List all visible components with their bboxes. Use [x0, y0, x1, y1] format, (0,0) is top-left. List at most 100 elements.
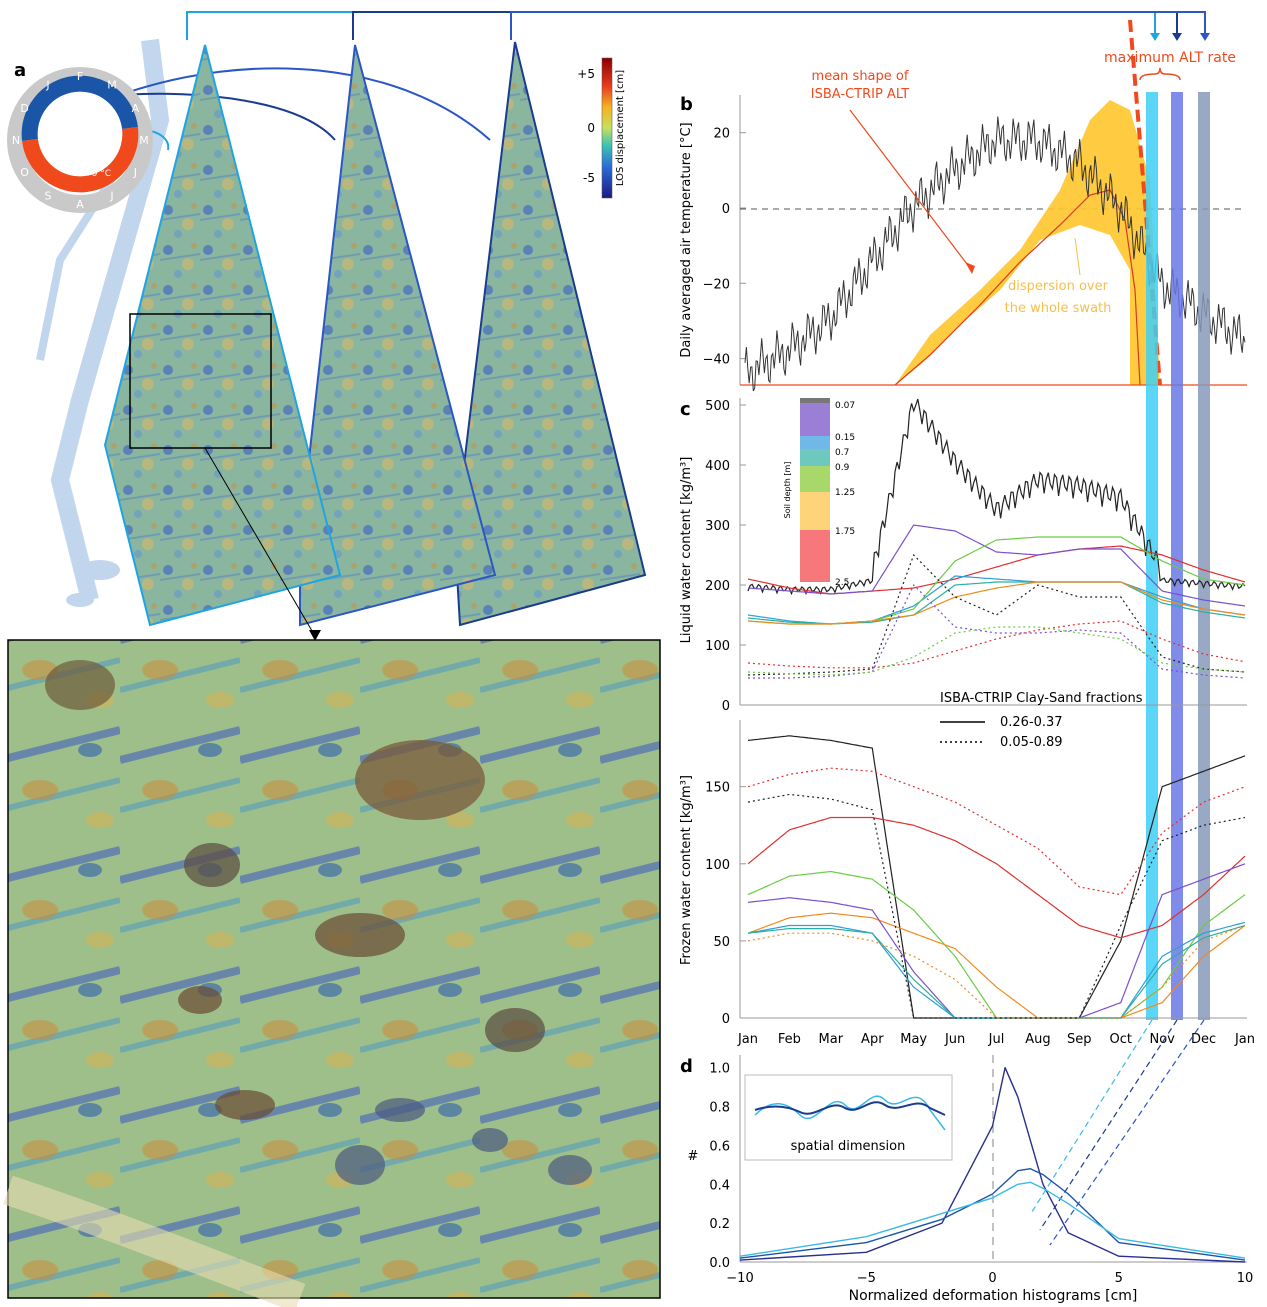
panel-d-ytick-0: 1.0 [709, 1062, 730, 1077]
soil-depth-tick-5: 1.75 [835, 527, 855, 537]
inset-label: spatial dimension [791, 1139, 906, 1154]
warm-season-label: T > 0 °C [72, 169, 111, 179]
frozen-depth-series-0 [747, 870, 1246, 1019]
panel-c-frozen-chart: 150 100 50 0 Frozen water content [kg/m³] J… [679, 720, 1255, 1047]
colorbar-label: LOS displacement [cm] [615, 70, 626, 186]
month-tick-12: Jan [1234, 1032, 1255, 1047]
panel-c-frozen-ytick-1: 100 [705, 858, 730, 873]
cycle-month-2: M [107, 79, 117, 92]
panel-c-liquid-chart: 500 400 300 200 100 0 Liquid water content [k… [679, 398, 1247, 750]
panel-letter-b: b [680, 94, 693, 115]
panel-d-ytick-5: 0.0 [709, 1256, 730, 1271]
liquid-series-0p07 [747, 398, 1246, 596]
cycle-month-11: D [20, 102, 28, 115]
month-tick-4: May [900, 1032, 927, 1047]
colorbar-tick-0: 0 [587, 121, 595, 135]
cycle-month-7: A [76, 198, 84, 211]
annotation-mean-shape-line1: mean shape of [812, 69, 909, 84]
panel-c-liquid-ytick-3: 200 [705, 579, 730, 594]
month-tick-8: Sep [1067, 1032, 1092, 1047]
panel-d-xtick-1: −5 [857, 1271, 876, 1286]
panel-letter-a: a [14, 60, 26, 81]
panel-d-ytick-1: 0.8 [709, 1101, 730, 1116]
panel-b-temperature-chart: 20 0 −20 −40 Daily averaged air temperature… [679, 19, 1247, 392]
panel-c-liquid-ylabel: Liquid water content [kg/m³] [679, 457, 694, 644]
colorbar-tick-plus5: +5 [577, 67, 595, 81]
panel-d-xtick-4: 10 [1237, 1271, 1254, 1286]
annotation-mean-shape-line2: ISBA-CTRIP ALT [811, 87, 910, 102]
cycle-month-3: A [132, 102, 140, 115]
frozen-depth-series-4 [747, 924, 1246, 1019]
panel-d-ytick-3: 0.4 [709, 1178, 730, 1193]
cycle-month-6: J [109, 189, 113, 202]
liquid-dotted-series-3 [747, 626, 1246, 676]
cold-season-label: T < 0 °C [60, 113, 99, 123]
panel-c-frozen-ytick-3: 0 [722, 1012, 730, 1027]
liquid-depth-series-0 [747, 524, 1246, 607]
panel-c-frozen-ytick-2: 50 [713, 935, 730, 950]
liquid-depth-series-1 [747, 575, 1246, 625]
frozen-dotted-series-1 [747, 793, 1246, 1019]
panel-c-liquid-ytick-5: 0 [722, 699, 730, 714]
cycle-month-4: M [139, 134, 149, 147]
month-tick-7: Aug [1025, 1032, 1050, 1047]
month-tick-11: Dec [1191, 1032, 1216, 1047]
swath-image-2 [299, 44, 497, 627]
c-to-d-connectors [1029, 1019, 1205, 1246]
panel-c-liquid-ytick-4: 100 [705, 639, 730, 654]
zoom-arrow-head [309, 630, 321, 641]
inset-box [744, 1074, 953, 1161]
cycle-month-10: N [12, 134, 20, 147]
panel-b-ylabel: Daily averaged air temperature [°C] [679, 122, 694, 357]
panel-c-frozen-ylabel: Frozen water content [kg/m³] [679, 775, 694, 965]
frozen-depth-series-2 [747, 863, 1246, 1019]
seasonal-cycle-diagram: T < 0 °C T > 0 °C J F M A M J J A S O N D [7, 67, 153, 213]
panel-b-ytick-2: −20 [703, 277, 730, 292]
soil-depth-tick-0: 0.07 [835, 401, 855, 411]
month-tick-5: Jun [944, 1032, 965, 1047]
zoom-region-box [129, 313, 272, 449]
frozen-dotted-series-2 [747, 924, 1246, 1019]
liquid-dotted-series-2 [747, 620, 1246, 669]
liquid-depth-series-4 [747, 581, 1246, 625]
histogram-series-1 [739, 1167, 1246, 1261]
panel-c-liquid-ytick-1: 400 [705, 459, 730, 474]
river-map [36, 38, 170, 607]
frozen-series-2p5 [747, 816, 1246, 939]
panel-d-xtick-2: 0 [988, 1271, 996, 1286]
zoom-connector-line [204, 447, 316, 637]
frozen-depth-series-3 [747, 921, 1246, 1019]
colorbar-tick-minus5: -5 [583, 171, 595, 185]
cycle-month-1: F [77, 70, 83, 83]
colorbar: +5 0 -5 LOS displacement [cm] [577, 57, 626, 199]
panel-d-ytick-2: 0.6 [709, 1139, 730, 1154]
annotation-dispersion-line2: the whole swath [1005, 301, 1112, 316]
panel-c-liquid-ytick-0: 500 [705, 399, 730, 414]
cycle-month-5: J [133, 166, 137, 179]
histogram-series-2 [739, 1181, 1246, 1259]
timing-bars [1146, 92, 1210, 1020]
soil-depth-tick-4: 1.25 [835, 488, 855, 498]
month-tick-10: Nov [1150, 1032, 1176, 1047]
panel-d-ytick-4: 0.2 [709, 1217, 730, 1232]
panel-letter-c: c [680, 399, 691, 420]
zoomed-displacement-image [3, 639, 661, 1307]
panel-b-ytick-0: 20 [713, 127, 730, 142]
panel-d-ylabel: # [688, 1149, 699, 1164]
panel-d-xlabel: Normalized deformation histograms [cm] [849, 1288, 1138, 1304]
annotation-dispersion-line1: dispersion over [1008, 279, 1109, 294]
month-tick-1: Feb [778, 1032, 801, 1047]
legend-title: ISBA-CTRIP Clay-Sand fractions [940, 691, 1143, 706]
temperature-series-line [744, 116, 1246, 392]
legend-dotted-label: 0.05-0.89 [1000, 735, 1063, 750]
soil-depth-tick-3: 0.9 [835, 463, 850, 473]
month-tick-0: Jan [737, 1032, 758, 1047]
soil-depth-tick-1: 0.15 [835, 433, 855, 443]
legend-solid-label: 0.26-0.37 [1000, 715, 1063, 730]
swath-image-3 [453, 41, 647, 627]
cycle-month-8: S [45, 189, 52, 202]
liquid-dotted-series-1 [748, 583, 1246, 679]
soil-depth-label: Soil depth [m] [783, 462, 792, 519]
annotation-max-alt-rate: maximum ALT rate [1104, 50, 1236, 66]
cycle-month-9: O [20, 166, 29, 179]
